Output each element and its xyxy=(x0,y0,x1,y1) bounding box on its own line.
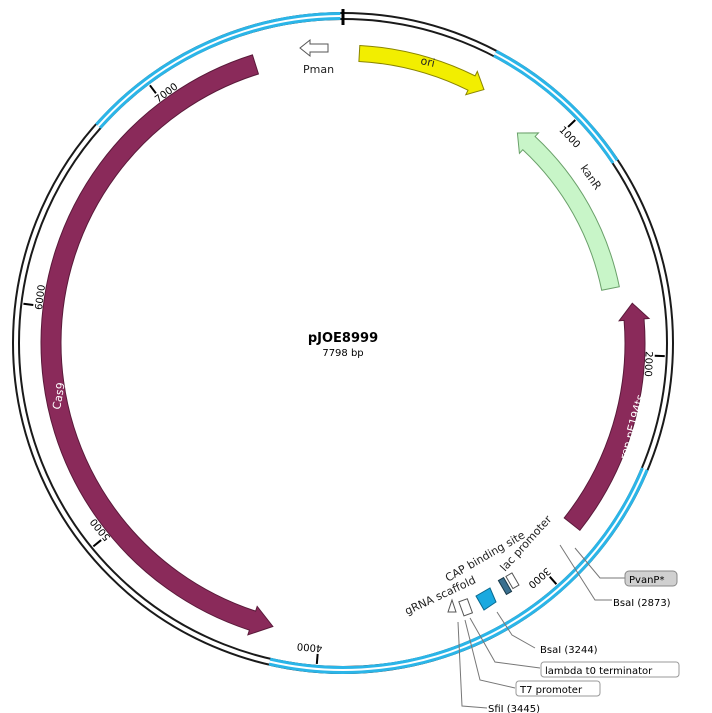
tick-mark xyxy=(315,653,319,665)
site-callout-lines xyxy=(457,544,625,709)
cas9-feature[interactable] xyxy=(40,54,274,636)
tick-mark xyxy=(149,84,157,94)
lambda-t0-terminator-label[interactable]: lambda t0 terminator xyxy=(545,666,653,677)
backbone-highlight-segments xyxy=(95,12,649,674)
plasmid-name: pJOE8999 xyxy=(308,331,378,346)
ori-label: ori xyxy=(419,54,436,70)
tick-mark xyxy=(92,539,102,548)
small-outline-arrow[interactable] xyxy=(447,598,457,613)
tick-label: 4000 xyxy=(297,640,323,653)
backbone-highlight-inner-line xyxy=(269,468,646,671)
backbone-highlight-inner-line xyxy=(494,52,616,163)
lambda-t0-box xyxy=(540,661,680,678)
backbone-highlight-inner-line xyxy=(97,15,341,127)
pvanp-label[interactable]: PvanP* xyxy=(629,575,664,586)
t7-promoter-label[interactable]: T7 promoter xyxy=(519,685,583,696)
cas9-label: Cas9 xyxy=(50,382,68,411)
tick-mark xyxy=(23,302,34,307)
t7-promoter-box xyxy=(515,680,601,697)
pman-label: Pman xyxy=(303,63,334,76)
ori-feature[interactable] xyxy=(358,44,485,96)
kanR-label: kanR xyxy=(578,162,605,192)
bsai-3244-label[interactable]: BsaI (3244) xyxy=(540,645,598,656)
cap-binding-site-feature[interactable] xyxy=(475,587,497,611)
tick-mark xyxy=(549,576,558,585)
tick-label: 3000 xyxy=(526,565,552,590)
sfii-3445-label[interactable]: SfiI (3445) xyxy=(488,704,540,713)
rep-pE194ts-feature[interactable] xyxy=(563,302,651,532)
tick-label: 1000 xyxy=(556,125,582,151)
pvanp-box xyxy=(624,570,678,587)
pman-feature[interactable] xyxy=(299,38,329,58)
lac-promoter-feature[interactable] xyxy=(497,576,513,596)
tick-mark xyxy=(567,119,576,128)
backbone-highlight-segment xyxy=(493,49,619,164)
kanR-feature[interactable] xyxy=(516,132,620,291)
plasmid-size: 7798 bp xyxy=(322,348,363,359)
bsai-2873-label[interactable]: BsaI (2873) xyxy=(613,598,671,609)
gRNA-scaffold-feature[interactable] xyxy=(458,598,474,617)
lac-operator-feature[interactable] xyxy=(505,572,520,590)
